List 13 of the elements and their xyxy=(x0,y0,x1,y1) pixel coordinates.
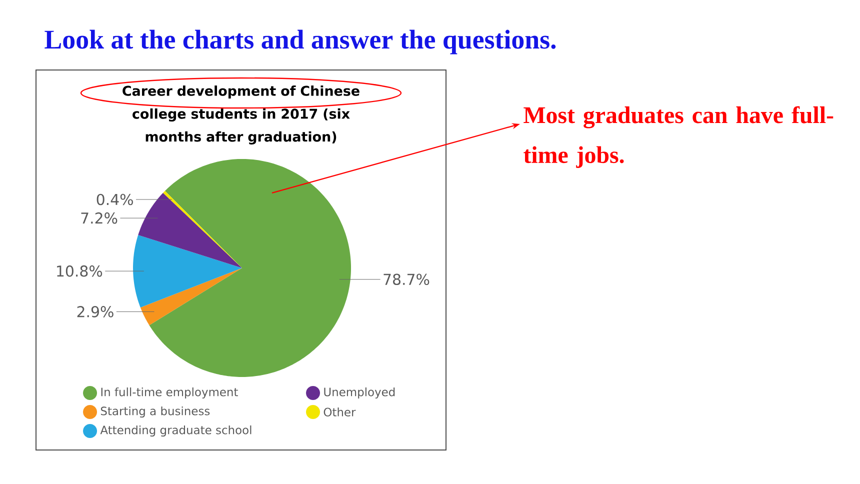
data-label: 10.8% xyxy=(57,265,102,277)
data-label: 78.7% xyxy=(384,274,430,286)
legend-label: In full-time employment xyxy=(101,387,238,399)
text: Look at the charts and answer the questions. xyxy=(44,30,556,54)
data-label: 0.4% xyxy=(96,194,133,206)
data-label: 2.9% xyxy=(77,306,114,318)
legend-label: Starting a business xyxy=(100,406,210,418)
data-label: 7.2% xyxy=(81,212,118,224)
text: Most graduates can have full-time jobs. xyxy=(524,106,834,168)
chart-title: Career development of Chinese college students in 2017 (six months after graduation) xyxy=(122,86,360,144)
legend-label: Unemployed xyxy=(324,387,395,399)
legend-label: Other xyxy=(324,408,356,416)
legend-label: Attending graduate school xyxy=(100,425,252,437)
